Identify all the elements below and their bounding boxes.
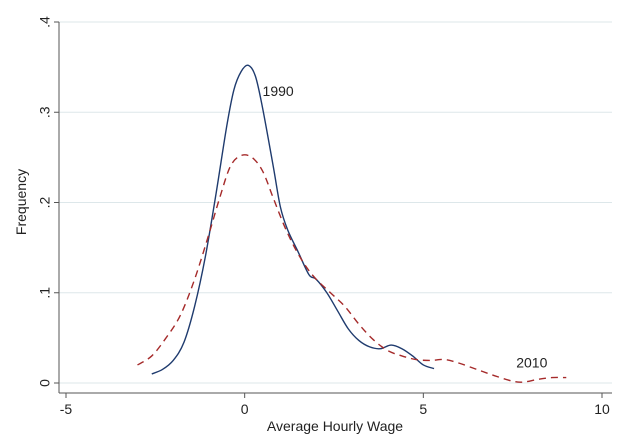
tick-marks bbox=[54, 21, 603, 398]
series-lines bbox=[137, 64, 567, 383]
x-tick-label: 0 bbox=[241, 401, 249, 417]
series-labels: 1990 2010 bbox=[263, 83, 548, 371]
y-tick-label: .3 bbox=[37, 106, 53, 118]
series-label-1990: 1990 bbox=[263, 83, 294, 99]
series-line-1990 bbox=[151, 64, 435, 375]
series-line-2010 bbox=[137, 154, 567, 383]
gridlines bbox=[59, 21, 612, 384]
y-tick-label: .4 bbox=[37, 16, 53, 28]
y-tick-label: .1 bbox=[37, 287, 53, 299]
y-tick-label: 0 bbox=[37, 379, 53, 387]
y-tick-label: .2 bbox=[37, 196, 53, 208]
x-tick-label: 5 bbox=[419, 401, 427, 417]
x-axis-title: Average Hourly Wage bbox=[267, 418, 403, 434]
tick-labels: 0 .1 .2 .3 .4 -5 0 5 10 bbox=[37, 16, 610, 417]
x-tick-label: 10 bbox=[594, 401, 610, 417]
axes bbox=[58, 22, 612, 394]
x-tick-label: -5 bbox=[60, 401, 73, 417]
series-label-2010: 2010 bbox=[516, 355, 547, 371]
y-axis-title: Frequency bbox=[13, 169, 29, 235]
